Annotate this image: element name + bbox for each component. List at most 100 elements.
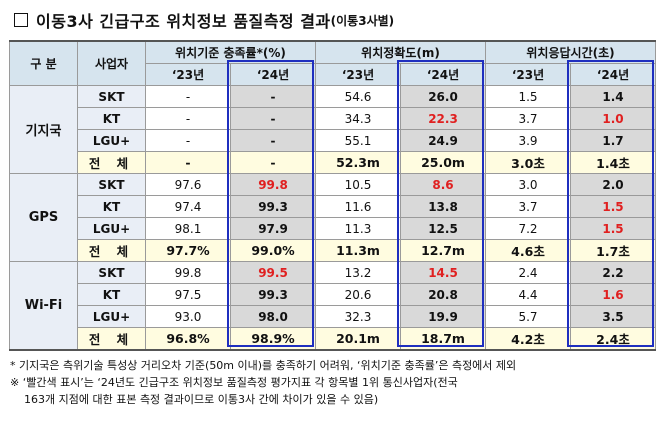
table-cell: 11.3 (315, 217, 401, 240)
title-main: 이동3사 긴급구조 위치정보 품질측정 결과 (36, 12, 331, 31)
table-cell: 13.2 (315, 261, 401, 284)
table-cell: - (230, 129, 316, 152)
header-year: ‘23년 (145, 63, 231, 86)
table-cell: 4.6초 (485, 239, 571, 262)
header-carrier: 사업자 (77, 40, 146, 86)
table-cell: 12.7m (400, 239, 486, 262)
table-cell: 25.0m (400, 151, 486, 174)
table-cell: 4.2초 (485, 327, 571, 351)
carrier-name: KT (77, 195, 146, 218)
table-cell: - (145, 129, 231, 152)
table-cell: 99.0% (230, 239, 316, 262)
table-cell: 1.5 (570, 217, 656, 240)
table-cell: 1.7초 (570, 239, 656, 262)
table-cell: 2.0 (570, 173, 656, 196)
table-cell: 1.5 (485, 85, 571, 108)
table-cell: 2.4 (485, 261, 571, 284)
carrier-name: 전 체 (77, 151, 146, 174)
checkbox-icon (14, 13, 28, 27)
table-cell: 3.5 (570, 305, 656, 328)
table-cell: 99.3 (230, 283, 316, 306)
table-cell: 99.8 (145, 261, 231, 284)
table-cell: 98.9% (230, 327, 316, 351)
table-cell: 3.7 (485, 107, 571, 130)
table-cell: 1.6 (570, 283, 656, 306)
table-cell: 20.6 (315, 283, 401, 306)
header-year: ‘24년 (230, 63, 316, 86)
page-title: 이동3사 긴급구조 위치정보 품질측정 결과 (이통3사별) (14, 9, 394, 31)
table-cell: 96.8% (145, 327, 231, 351)
table-cell: 1.0 (570, 107, 656, 130)
table-cell: 11.3m (315, 239, 401, 262)
table-cell: 55.1 (315, 129, 401, 152)
table-cell: 1.7 (570, 129, 656, 152)
table-cell: 97.4 (145, 195, 231, 218)
table-cell: 52.3m (315, 151, 401, 174)
table-cell: 13.8 (400, 195, 486, 218)
carrier-name: LGU+ (77, 129, 146, 152)
table-cell: - (145, 107, 231, 130)
table-cell: - (145, 151, 231, 174)
table-cell: 20.1m (315, 327, 401, 351)
carrier-name: LGU+ (77, 305, 146, 328)
carrier-name: 전 체 (77, 327, 146, 351)
carrier-name: KT (77, 107, 146, 130)
table-cell: 2.2 (570, 261, 656, 284)
header-year: ‘24년 (570, 63, 656, 86)
section-label: GPS (9, 173, 78, 262)
header-year: ‘24년 (400, 63, 486, 86)
table-cell: 97.6 (145, 173, 231, 196)
title-sub: (이통3사별) (330, 13, 395, 28)
table-cell: - (230, 151, 316, 174)
table-cell: 24.9 (400, 129, 486, 152)
footnote-2: ※ ‘빨간색 표시’는 ‘24년도 긴급구조 위치정보 품질측정 평가지표 각 … (10, 376, 458, 389)
table-cell: 97.5 (145, 283, 231, 306)
table-cell: 8.6 (400, 173, 486, 196)
table-cell: 1.5 (570, 195, 656, 218)
table-cell: 10.5 (315, 173, 401, 196)
carrier-name: LGU+ (77, 217, 146, 240)
header-category: 구 분 (9, 40, 78, 86)
header-group-response: 위치응답시간(초) (485, 40, 656, 64)
table-cell: 98.0 (230, 305, 316, 328)
carrier-name: KT (77, 283, 146, 306)
table-cell: 32.3 (315, 305, 401, 328)
table-cell: 4.4 (485, 283, 571, 306)
table-cell: 1.4초 (570, 151, 656, 174)
carrier-name: 전 체 (77, 239, 146, 262)
section-label: 기지국 (9, 85, 78, 174)
table-cell: 14.5 (400, 261, 486, 284)
table-cell: - (230, 107, 316, 130)
table-cell: 93.0 (145, 305, 231, 328)
carrier-name: SKT (77, 85, 146, 108)
table-cell: 12.5 (400, 217, 486, 240)
table-cell: 7.2 (485, 217, 571, 240)
table-cell: 3.9 (485, 129, 571, 152)
header-year: ‘23년 (315, 63, 401, 86)
table-cell: 98.1 (145, 217, 231, 240)
section-label: Wi-Fi (9, 261, 78, 351)
table-cell: 18.7m (400, 327, 486, 351)
carrier-name: SKT (77, 261, 146, 284)
table-cell: 3.0 (485, 173, 571, 196)
table-cell: 26.0 (400, 85, 486, 108)
footnote-1: * 기지국은 측위기술 특성상 거리오차 기준(50m 이내)를 충족하기 어려… (10, 359, 517, 372)
table-cell: 54.6 (315, 85, 401, 108)
table-cell: 3.7 (485, 195, 571, 218)
table-cell: 99.5 (230, 261, 316, 284)
header-group-coverage: 위치기준 충족률*(%) (145, 40, 316, 64)
table-cell: 1.4 (570, 85, 656, 108)
table-cell: 97.9 (230, 217, 316, 240)
header-year: ‘23년 (485, 63, 571, 86)
table-cell: 3.0초 (485, 151, 571, 174)
table-cell: 11.6 (315, 195, 401, 218)
table-cell: - (145, 85, 231, 108)
table-cell: 22.3 (400, 107, 486, 130)
footnotes: * 기지국은 측위기술 특성상 거리오차 기준(50m 이내)를 충족하기 어려… (10, 357, 658, 408)
header-group-accuracy: 위치정확도(m) (315, 40, 486, 64)
carrier-name: SKT (77, 173, 146, 196)
table-cell: 5.7 (485, 305, 571, 328)
table-cell: 34.3 (315, 107, 401, 130)
results-table: 구 분 사업자 위치기준 충족률*(%) 위치정확도(m) 위치응답시간(초) … (9, 40, 656, 351)
table-cell: 19.9 (400, 305, 486, 328)
